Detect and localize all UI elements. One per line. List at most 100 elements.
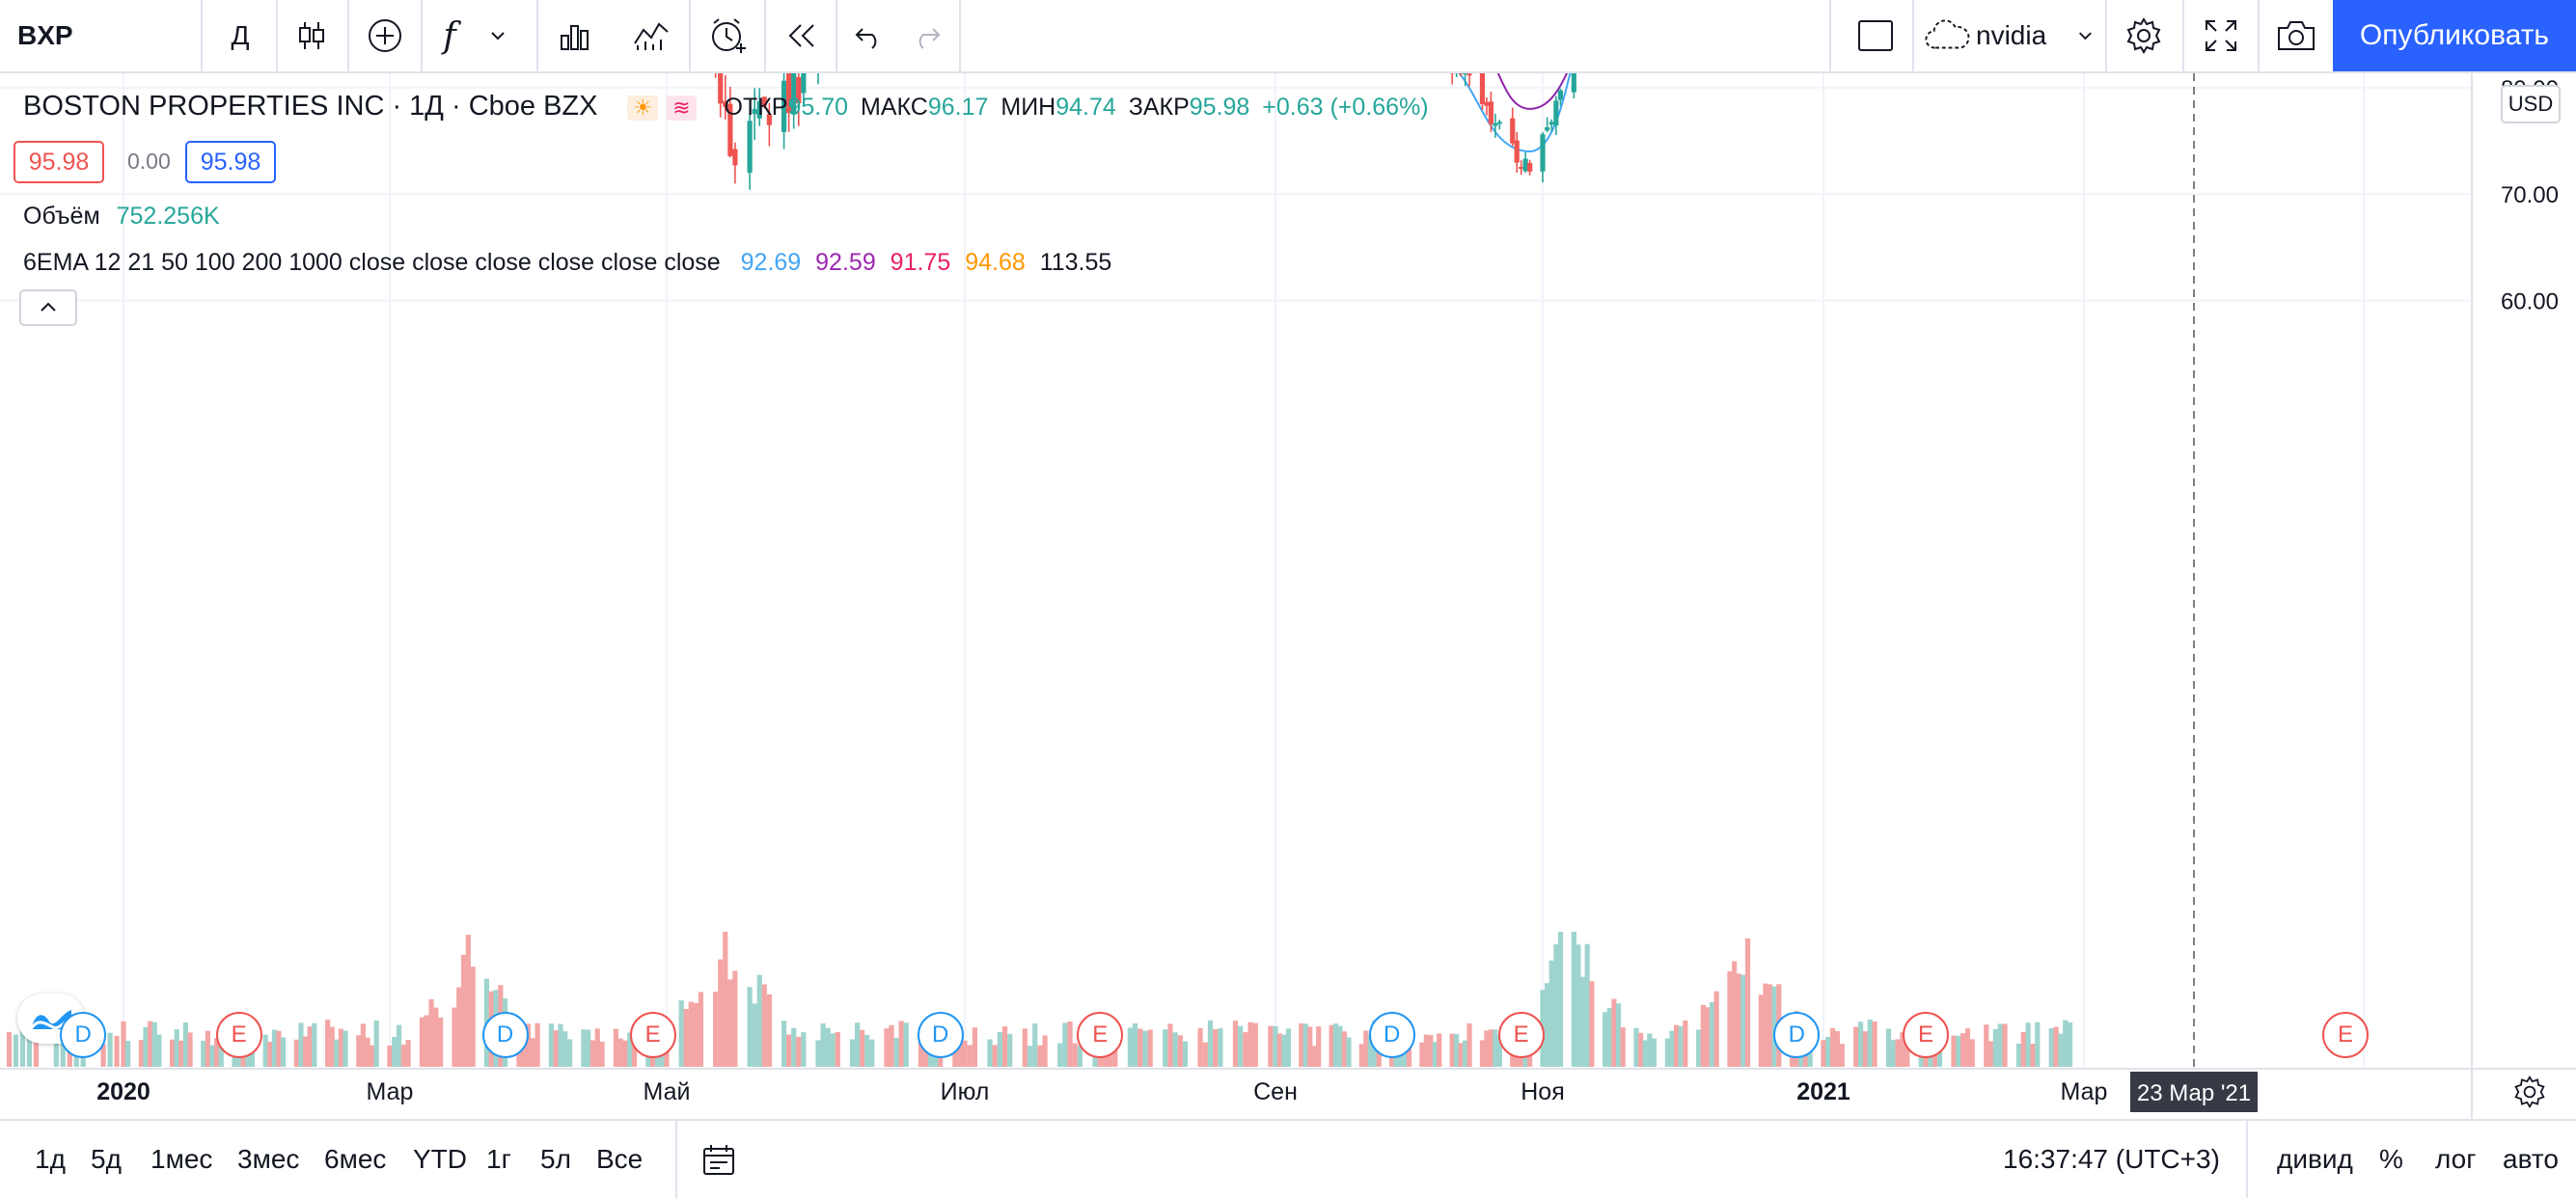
range-ytd[interactable]: YTD [413,1144,467,1174]
range-5y[interactable]: 5л [540,1144,571,1174]
volume-bar [815,1040,821,1067]
symbol-title[interactable]: BOSTON PROPERTIES INC · 1Д · Cboe BZX [23,91,598,122]
collapse-legend-button[interactable] [19,289,77,326]
volume-bar [898,1021,904,1067]
layout-menu[interactable]: nvidia [1924,0,2099,71]
volume-bar [967,1045,973,1067]
volume-bar [1001,1026,1008,1067]
volume-bar [683,1008,689,1067]
function-icon: f [443,15,456,56]
volume-bar [864,1034,870,1067]
range-5d[interactable]: 5д [91,1144,122,1174]
volume-bar [1987,1041,1994,1067]
volume-bar [267,1042,273,1067]
earnings-marker[interactable]: E [2321,1012,2369,1058]
percent-toggle[interactable]: % [2379,1144,2403,1174]
toolbar-divider [836,0,837,71]
chevron-up-icon [41,302,56,312]
volume-bar [1252,1022,1258,1067]
replay-button[interactable] [768,0,836,71]
earnings-marker[interactable]: E [1077,1012,1124,1058]
fullscreen-button[interactable] [2186,0,2256,71]
interval-button[interactable]: Д [205,0,276,71]
add-circle-icon [369,19,401,52]
volume-bar [525,1023,532,1067]
earnings-marker[interactable]: E [215,1012,262,1058]
symbol-search[interactable]: BXP [17,0,191,71]
volume-bar [438,1017,444,1067]
chevron-down-icon [2079,32,2093,41]
dividend-marker[interactable]: D [1773,1012,1821,1058]
indicator-templates-icon [634,22,669,50]
volume-bar [1167,1023,1173,1067]
range-1d[interactable]: 1д [35,1144,66,1174]
volume-bar [781,1021,787,1067]
interval-label: Д [231,20,250,50]
financials-button[interactable] [546,0,604,71]
range-6m[interactable]: 6мес [324,1144,387,1174]
volume-bar [1579,976,1586,1067]
volume-bar [1032,1023,1038,1067]
volume-bar [1603,1012,1608,1067]
volume-bar [178,1040,184,1067]
bid-box[interactable]: 95.98 [14,141,104,183]
volume-legend[interactable]: Объём 752.256K [23,203,220,231]
volume-bar [1423,1034,1429,1067]
volume-bar [1744,938,1751,1067]
volume-bar [1633,1027,1639,1067]
volume-bar [365,1037,370,1067]
ask-box[interactable]: 95.98 [185,141,276,183]
volume-bar [1496,1035,1502,1067]
earnings-marker[interactable]: E [629,1012,676,1058]
range-1y[interactable]: 1г [486,1144,511,1174]
chart-settings-button[interactable] [2512,1075,2547,1114]
volume-bar [566,1039,573,1067]
toolbar-divider [421,0,423,71]
snapshot-button[interactable] [2261,0,2331,71]
clock[interactable]: 16:37:47 (UTC+3) [2003,1144,2220,1174]
volume-bar [1307,1026,1313,1067]
volume-bar [752,1003,757,1067]
toolbar-divider [2246,1121,2248,1198]
dividend-marker[interactable]: D [1368,1012,1415,1058]
volume-bar [1611,998,1617,1067]
undo-button[interactable] [839,0,899,71]
dividend-marker[interactable]: D [917,1012,964,1058]
volume-bar [893,1038,899,1067]
earnings-marker[interactable]: E [1497,1012,1545,1058]
chart-type-button[interactable] [280,0,343,71]
dividend-marker[interactable]: D [60,1012,107,1058]
volume-bar [1273,1025,1278,1067]
currency-button[interactable]: USD [2501,85,2561,123]
dividend-marker[interactable]: D [481,1012,529,1058]
goto-date-button[interactable] [700,1121,737,1198]
range-1m[interactable]: 1мес [151,1144,213,1174]
volume-bar [205,1030,210,1067]
volume-bar [1571,932,1576,1067]
alert-button[interactable] [695,0,762,71]
volume-bar [1900,1031,1905,1067]
volume-bar [121,1021,126,1067]
redo-button[interactable] [899,0,953,71]
price-chart[interactable]: 140.00130.00120.00110.00100.0090.0080.00… [0,73,2576,1119]
compare-button[interactable] [351,0,419,71]
settings-button[interactable] [2109,0,2179,71]
publish-button[interactable]: Опубликовать [2333,0,2576,71]
candle-body [1540,134,1546,172]
candle-body [761,96,767,106]
indicators-button[interactable]: f [425,0,531,71]
time-label: Мар [366,1078,414,1105]
volume-bar [1172,1032,1178,1067]
select-layout-button[interactable] [1833,0,1918,71]
ema-legend[interactable]: 6EMA 12 21 50 100 200 1000 close close c… [23,249,1111,277]
log-toggle[interactable]: лог [2435,1144,2477,1174]
volume-bar [338,1028,343,1067]
templates-button[interactable] [617,0,685,71]
redo-icon [918,28,941,49]
auto-toggle[interactable]: авто [2503,1144,2559,1174]
range-3m[interactable]: 3мес [237,1144,300,1174]
dividends-toggle[interactable]: дивид [2277,1144,2353,1174]
earnings-marker[interactable]: E [1903,1012,1950,1058]
range-all[interactable]: Все [596,1144,644,1174]
volume-bar [53,1035,59,1067]
